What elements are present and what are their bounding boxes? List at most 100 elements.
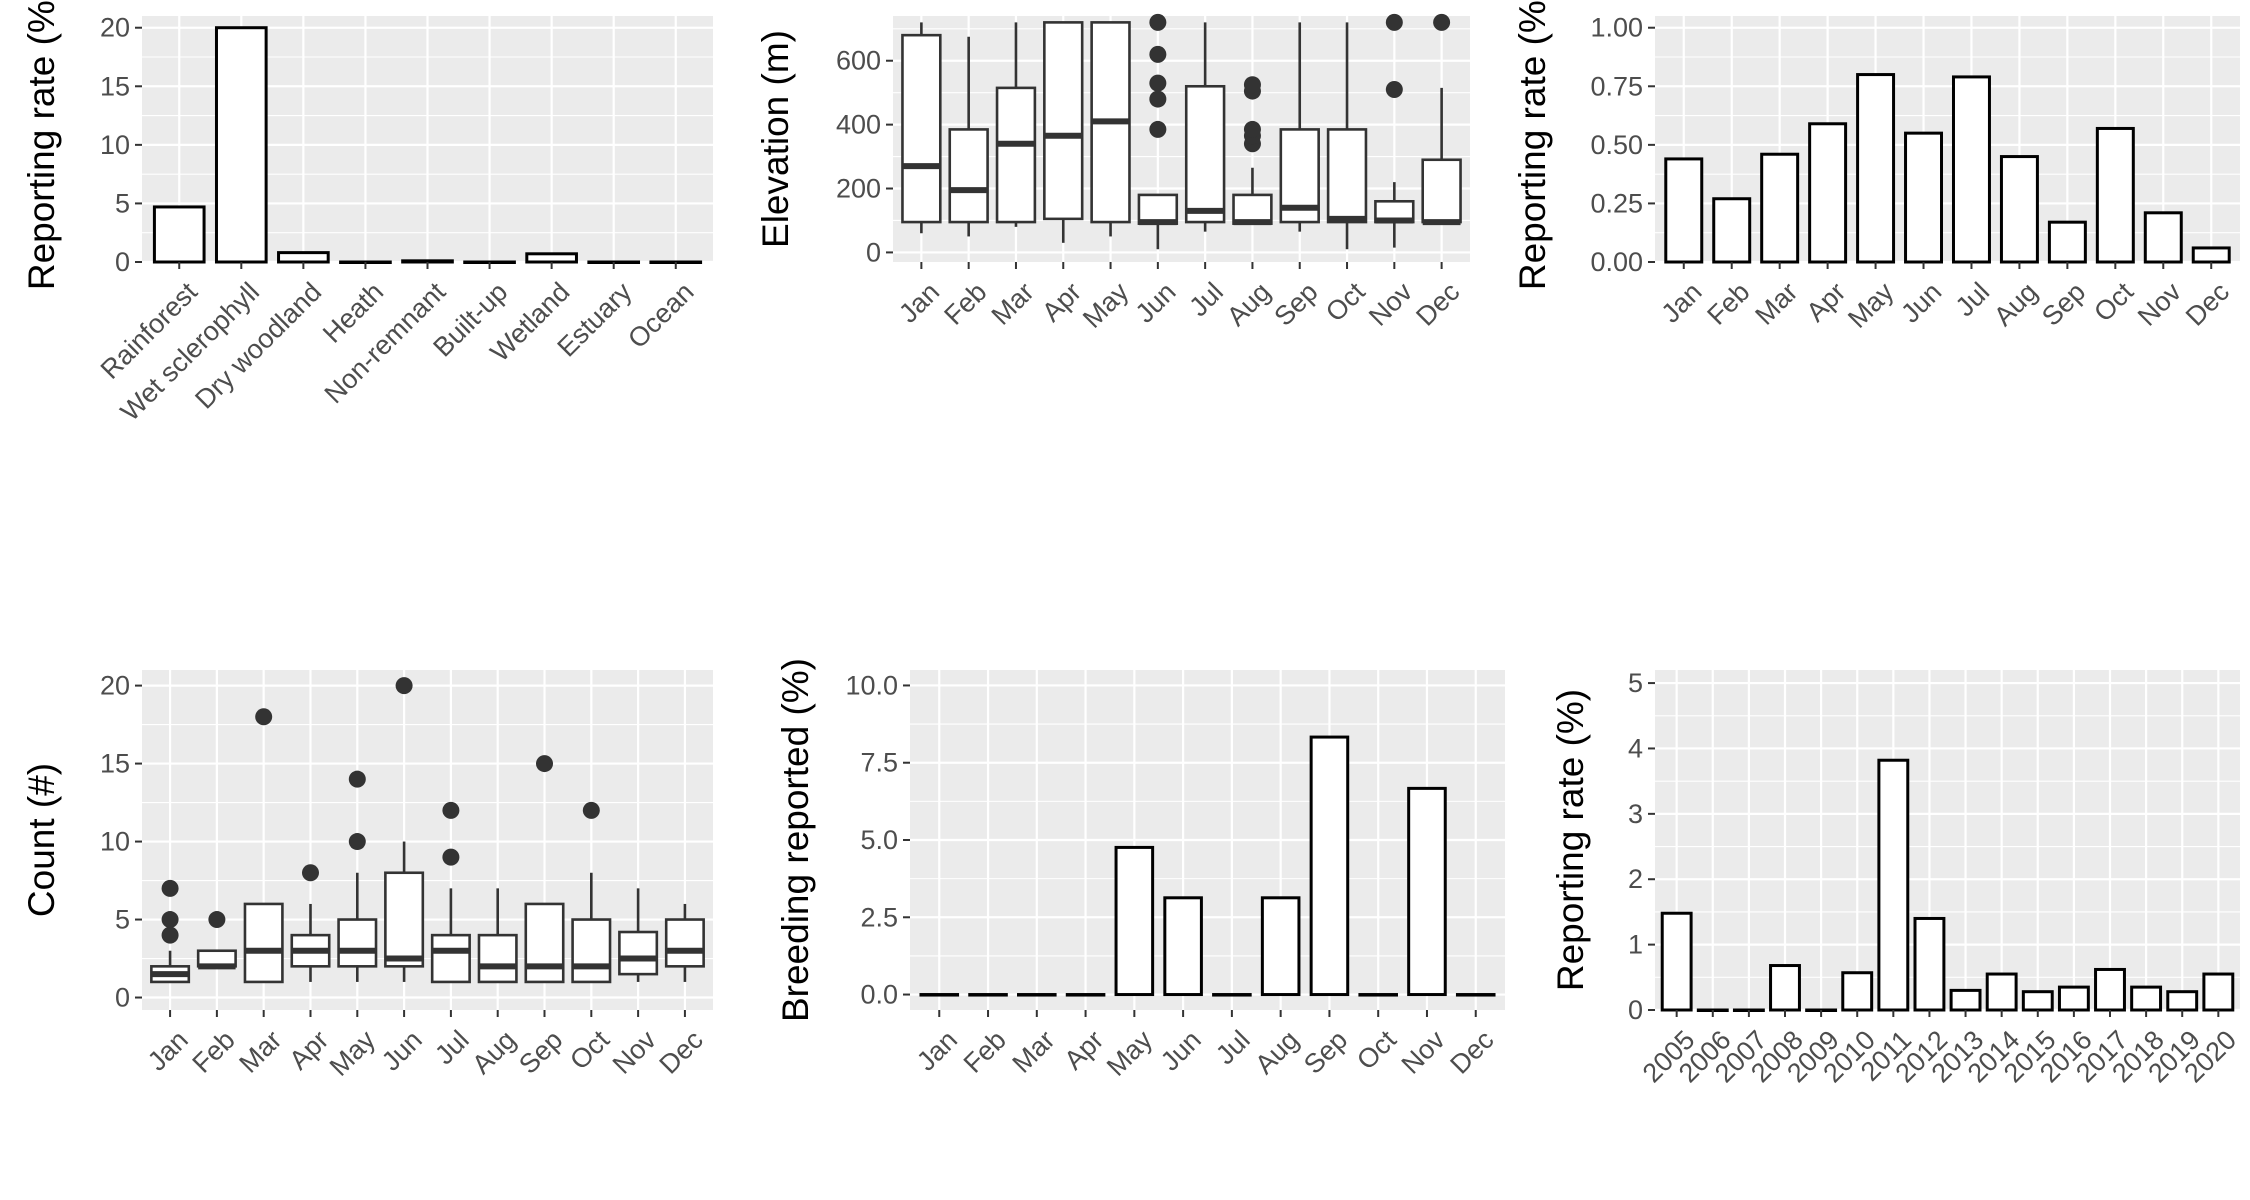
y-tick-label: 10.0	[845, 670, 898, 700]
x-tick-label: Jun	[1155, 1025, 1207, 1077]
boxplot-nov	[1374, 13, 1415, 248]
outlier-point	[255, 708, 273, 726]
outlier-point	[1149, 120, 1167, 138]
bar-2008	[1769, 964, 1801, 1012]
outlier-point	[1149, 74, 1167, 92]
y-tick-label: 7.5	[860, 748, 898, 778]
x-tick-label: Dec	[2180, 277, 2235, 332]
y-tick-label: 3	[1628, 799, 1643, 829]
y-tick-label: 0	[115, 983, 130, 1013]
y-tick-label: 5	[115, 188, 130, 218]
x-tick-label: Nov	[1396, 1024, 1452, 1080]
bar-2015	[2021, 990, 2054, 1012]
x-tick-label: Apr	[1058, 1025, 1109, 1076]
boxplot-jan	[901, 22, 942, 234]
x-tick-label: Aug	[1988, 277, 2043, 332]
x-tick-label: Jun	[1895, 277, 1947, 329]
outlier-point	[1149, 90, 1167, 108]
x-tick-label: Feb	[1701, 277, 1755, 331]
outlier-point	[161, 879, 179, 897]
outlier-point	[395, 677, 413, 695]
bar-nov	[2143, 211, 2183, 264]
bar-oct	[1358, 993, 1398, 997]
x-tick-label: Mar	[233, 1025, 287, 1079]
boxplot-mar	[243, 708, 284, 984]
x-tick-label: Jan	[1656, 277, 1708, 329]
bar-may	[1114, 845, 1155, 997]
bar-sep	[1309, 735, 1350, 997]
box-iqr	[524, 902, 565, 984]
outlier-point	[536, 755, 554, 773]
x-tick-label: Jan	[142, 1025, 194, 1077]
x-tick-label: Jan	[893, 277, 945, 329]
box-iqr	[1421, 158, 1462, 224]
x-tick-label: Ocean	[622, 277, 699, 354]
x-tick-label: Jan	[911, 1025, 963, 1077]
y-tick-label: 0	[115, 247, 130, 277]
box-iqr	[477, 933, 518, 984]
bar-jul	[1212, 993, 1252, 997]
y-tick-label: 400	[836, 110, 881, 140]
box-iqr	[948, 128, 989, 224]
x-tick-label: Aug	[1249, 1025, 1304, 1080]
bar-wetland	[525, 252, 578, 264]
y-axis-title: Breeding reported (%)	[775, 658, 816, 1022]
bar-rainforest	[152, 205, 206, 264]
outlier-point	[1433, 13, 1451, 31]
bar-2018	[2130, 985, 2163, 1012]
outlier-point	[1385, 80, 1403, 98]
bar-2005	[1660, 911, 1693, 1012]
bar-oct	[2095, 126, 2135, 264]
box-iqr	[384, 871, 425, 968]
x-tick-label: Nov	[2132, 276, 2188, 332]
x-tick-label: Sep	[2036, 277, 2091, 332]
y-tick-label: 5	[115, 905, 130, 935]
x-tick-label: Aug	[1221, 277, 1276, 332]
y-tick-label: 2.5	[860, 902, 898, 932]
chart-panel-yearly-rate: 0123452005200620072008200920102011201220…	[1550, 668, 2242, 1088]
y-axis-title: Count (#)	[21, 763, 62, 917]
bar-mar	[1760, 152, 1800, 264]
plot-background	[142, 670, 713, 1010]
bar-2019	[2166, 990, 2199, 1012]
y-tick-label: 600	[836, 46, 881, 76]
x-tick-label: Sep	[1298, 1025, 1353, 1080]
boxplot-oct	[1326, 22, 1368, 250]
x-tick-label: Nov	[607, 1024, 663, 1080]
x-tick-label: Feb	[187, 1025, 241, 1079]
bar-apr	[1065, 993, 1106, 997]
box-iqr	[243, 902, 284, 984]
bar-2016	[2057, 985, 2090, 1012]
x-tick-label: Mar	[1749, 277, 1803, 331]
bar-2011	[1877, 758, 1910, 1012]
box-iqr	[901, 33, 942, 224]
x-tick-label: Dec	[1444, 1025, 1499, 1080]
x-tick-label: Jul	[429, 1025, 475, 1071]
box-iqr	[1137, 193, 1179, 225]
x-tick-label: Jul	[1183, 277, 1229, 323]
outlier-point	[161, 911, 179, 929]
boxplot-jul	[1184, 22, 1226, 232]
boxplot-jun	[1137, 13, 1179, 250]
x-tick-label: May	[1842, 276, 1900, 334]
x-tick-label: Sep	[513, 1025, 568, 1080]
bar-dry-woodland	[277, 251, 330, 264]
box-iqr	[664, 918, 705, 968]
bar-aug	[1260, 896, 1301, 997]
x-tick-label: Sep	[1268, 277, 1323, 332]
y-axis-title: Elevation (m)	[755, 30, 796, 248]
bar-2017	[2094, 967, 2126, 1012]
y-tick-label: 10	[100, 827, 130, 857]
outlier-point	[1243, 120, 1261, 138]
y-axis-title: Reporting rate (%)	[1512, 0, 1553, 290]
x-tick-label: Dec	[1410, 277, 1465, 332]
box-iqr	[618, 930, 659, 976]
y-tick-label: 5.0	[860, 825, 898, 855]
bar-dec	[2191, 246, 2231, 264]
x-tick-label: Apr	[1036, 277, 1087, 328]
x-tick-label: Oct	[1351, 1024, 1402, 1075]
bar-mar	[1017, 993, 1057, 997]
